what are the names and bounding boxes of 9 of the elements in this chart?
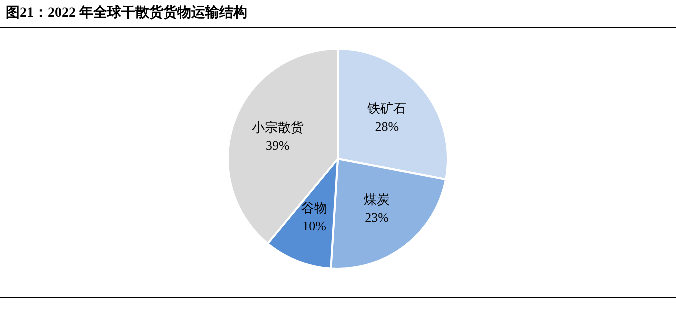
slice-label: 铁矿石 (366, 100, 407, 116)
data-label: 39% (266, 138, 290, 153)
data-label: 23% (365, 210, 390, 225)
data-label: 10% (302, 218, 327, 234)
chart-title: 图21：2022 年全球干散货货物运输结构 (6, 4, 248, 22)
slice-label: 小宗散货 (252, 120, 304, 135)
slice-label: 谷物 (302, 200, 328, 216)
slice-label: 煤炭 (364, 192, 390, 207)
data-label: 28% (375, 118, 400, 134)
